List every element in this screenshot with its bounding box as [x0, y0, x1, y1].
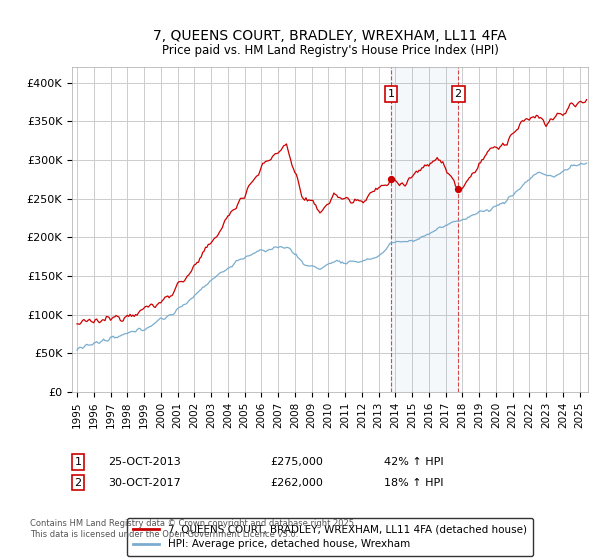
Point — [454, 185, 463, 194]
Legend: 7, QUEENS COURT, BRADLEY, WREXHAM, LL11 4FA (detached house), HPI: Average price: 7, QUEENS COURT, BRADLEY, WREXHAM, LL11 … — [127, 518, 533, 556]
Text: Contains HM Land Registry data © Crown copyright and database right 2025.
This d: Contains HM Land Registry data © Crown c… — [30, 520, 356, 539]
Text: 7, QUEENS COURT, BRADLEY, WREXHAM, LL11 4FA: 7, QUEENS COURT, BRADLEY, WREXHAM, LL11 … — [153, 29, 507, 44]
Bar — [391, 67, 458, 392]
Text: 18% ↑ HPI: 18% ↑ HPI — [384, 478, 443, 488]
Text: £275,000: £275,000 — [270, 457, 323, 467]
Text: 1: 1 — [388, 89, 395, 99]
Text: 2: 2 — [455, 89, 462, 99]
Text: 2: 2 — [74, 478, 82, 488]
Text: Price paid vs. HM Land Registry's House Price Index (HPI): Price paid vs. HM Land Registry's House … — [161, 44, 499, 57]
Text: 1: 1 — [74, 457, 82, 467]
Text: 42% ↑ HPI: 42% ↑ HPI — [384, 457, 443, 467]
Point — [386, 175, 396, 184]
Text: 25-OCT-2013: 25-OCT-2013 — [108, 457, 181, 467]
Text: £262,000: £262,000 — [270, 478, 323, 488]
Text: 30-OCT-2017: 30-OCT-2017 — [108, 478, 181, 488]
